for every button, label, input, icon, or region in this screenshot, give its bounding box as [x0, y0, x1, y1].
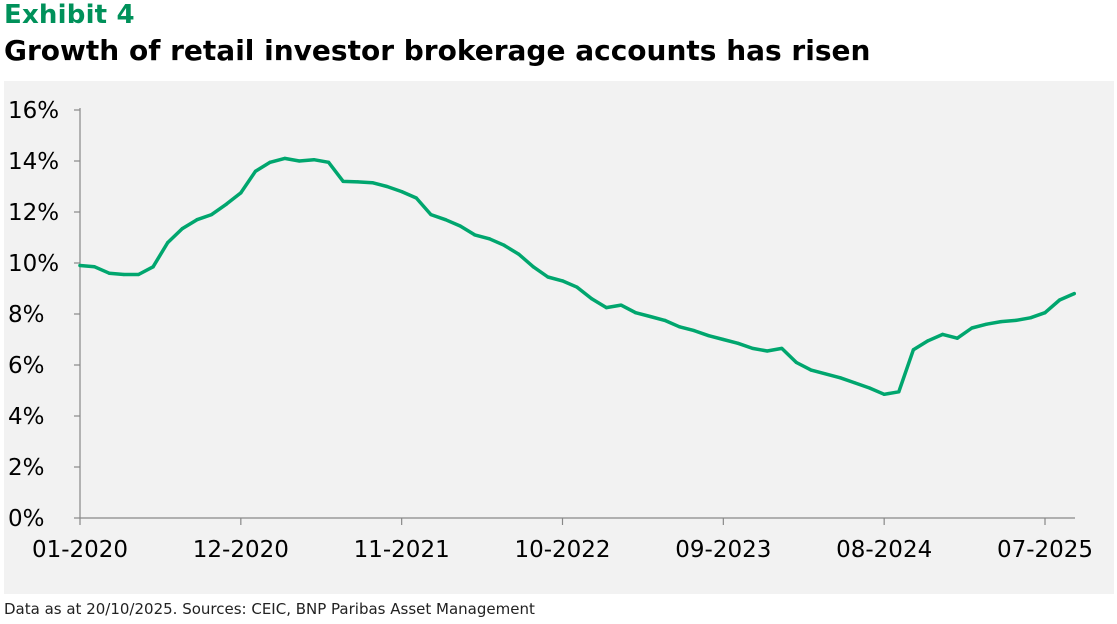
data-point [1072, 292, 1076, 296]
x-axis: 01-2020 12-2020 11-2021 10-2022 09-2023 08-20… [32, 517, 1093, 563]
data-point [122, 272, 126, 277]
data-point [151, 265, 155, 269]
data-point [195, 218, 199, 222]
data-point [341, 179, 345, 183]
y-tick-label: 8% [8, 302, 45, 328]
data-point [897, 390, 901, 394]
data-point [356, 180, 360, 184]
data-point [736, 341, 740, 345]
data-point [794, 360, 799, 365]
data-point [429, 212, 433, 217]
data-point [414, 196, 418, 200]
y-tick-label: 10% [8, 251, 59, 277]
data-point [93, 265, 97, 269]
x-tick-label: 10-2022 [514, 537, 610, 563]
data-point [560, 279, 565, 283]
plot-background [4, 81, 1114, 594]
data-point [531, 265, 535, 269]
x-tick-label: 11-2021 [354, 537, 450, 563]
x-tick-label: 09-2023 [675, 537, 771, 563]
data-point [107, 271, 111, 275]
y-tick-label: 4% [8, 404, 45, 430]
y-tick-label: 0% [8, 506, 45, 532]
data-point [707, 334, 711, 338]
data-point [209, 212, 214, 217]
x-tick-label: 12-2020 [193, 537, 289, 563]
data-point [458, 224, 462, 228]
data-point [911, 348, 916, 352]
series-line [78, 156, 1076, 397]
exhibit-label: Exhibit 4 [4, 0, 135, 30]
x-tick-label: 08-2024 [836, 537, 932, 563]
data-point [546, 275, 550, 279]
data-point [283, 156, 287, 161]
data-point [1058, 298, 1062, 302]
source-note: Data as at 20/10/2025. Sources: CEIC, BN… [4, 600, 535, 618]
data-point [882, 392, 886, 396]
data-point [502, 243, 506, 247]
y-tick-label: 6% [8, 353, 45, 379]
data-point [955, 336, 959, 340]
data-point [385, 184, 389, 189]
data-point [326, 160, 331, 164]
y-tick-label: 2% [8, 455, 45, 481]
data-point [780, 346, 784, 351]
data-point [487, 237, 491, 241]
data-point [136, 272, 141, 277]
data-point [634, 311, 638, 315]
data-point [370, 181, 375, 185]
data-point [721, 337, 725, 342]
data-point [692, 328, 696, 333]
data-point [443, 218, 448, 222]
data-point [1014, 318, 1018, 322]
data-point [999, 320, 1003, 324]
data-point [1028, 316, 1032, 320]
data-point [750, 346, 755, 351]
series-group [78, 156, 1076, 397]
x-tick-label: 01-2020 [32, 537, 128, 563]
data-point [253, 169, 258, 173]
data-point [590, 297, 594, 301]
data-point [400, 190, 404, 194]
data-point [473, 233, 477, 237]
data-point [941, 332, 945, 336]
data-point [268, 160, 272, 164]
data-point [663, 318, 667, 322]
data-point [677, 325, 682, 329]
data-point [765, 349, 769, 353]
data-point [166, 241, 170, 245]
data-point [838, 376, 842, 380]
x-tick-label: 07-2025 [997, 537, 1093, 563]
data-point [853, 381, 857, 385]
data-point [867, 386, 872, 390]
y-tick-label: 14% [8, 149, 59, 175]
data-point [239, 191, 243, 195]
data-point [926, 339, 930, 343]
data-point [312, 158, 316, 162]
data-point [180, 226, 184, 231]
chart-title: Growth of retail investor brokerage acco… [4, 34, 871, 67]
data-point [824, 372, 828, 376]
data-point [575, 285, 579, 289]
data-point [517, 252, 521, 256]
data-point [984, 322, 989, 326]
data-point [224, 202, 228, 206]
data-point [1043, 311, 1047, 315]
data-point [809, 368, 813, 372]
data-point [78, 263, 82, 268]
y-axis: 0% 2% 4% 6% 8% 10% 12% 14% 16% [8, 98, 81, 532]
y-tick-label: 16% [8, 98, 59, 124]
data-point [619, 303, 623, 307]
y-tick-label: 12% [8, 200, 59, 226]
data-point [970, 326, 974, 330]
data-point [297, 159, 301, 163]
data-point [604, 306, 608, 310]
data-point [648, 314, 652, 319]
